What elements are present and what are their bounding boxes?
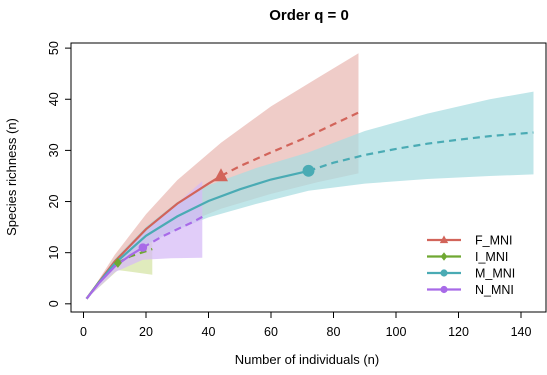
legend-item-m-mni: M_MNI: [427, 267, 515, 281]
legend-label: N_MNI: [475, 283, 514, 297]
band-m-mni: [86, 91, 534, 299]
y-tick-label: 20: [47, 195, 61, 209]
observed-point-m-mni: [302, 164, 315, 177]
legend-item-i-mni: I_MNI: [427, 250, 508, 264]
legend-marker: [440, 285, 448, 294]
x-tick-label: 80: [327, 325, 341, 339]
legend-label: I_MNI: [475, 250, 508, 264]
x-tick-label: 100: [386, 325, 407, 339]
x-axis-label: Number of individuals (n): [235, 352, 380, 367]
band-n-mni: [86, 181, 203, 299]
observed-markers: [113, 164, 315, 268]
legend-marker: [439, 235, 449, 244]
observed-point-n-mni: [138, 243, 148, 252]
extrapolated-line-f-mni: [220, 111, 359, 177]
y-axis-label: Species richness (n): [4, 118, 19, 236]
y-tick-label: 10: [47, 246, 61, 260]
legend-label: M_MNI: [475, 267, 515, 281]
legend-marker: [440, 269, 448, 277]
x-tick-label: 140: [511, 325, 532, 339]
chart-title: Order q = 0: [269, 7, 349, 24]
legend-marker: [440, 252, 448, 261]
y-tick-label: 40: [47, 92, 61, 106]
legend-label: F_MNI: [475, 234, 513, 248]
x-tick-label: 120: [448, 325, 469, 339]
observed-point-f-mni: [214, 168, 228, 182]
series-lines: [85, 111, 534, 300]
y-tick-label: 30: [47, 143, 61, 157]
y-tick-label: 50: [47, 41, 61, 55]
interpolated-line-n-mni: [85, 246, 144, 300]
extrapolated-line-n-mni: [142, 215, 203, 249]
y-tick-label: 0: [47, 300, 61, 307]
legend-item-n-mni: N_MNI: [427, 283, 514, 297]
y-ticks: 0 10 20 30 40 50: [47, 41, 71, 307]
x-tick-label: 0: [80, 325, 87, 339]
x-tick-label: 40: [202, 325, 216, 339]
observed-point-i-mni: [113, 257, 122, 268]
legend: F_MNI I_MNI M_MNI N_MNI: [427, 234, 515, 297]
x-tick-label: 60: [264, 325, 278, 339]
x-tick-label: 20: [139, 325, 153, 339]
legend-item-f-mni: F_MNI: [427, 234, 513, 248]
x-ticks: 0 20 40 60 80 100 120 140: [80, 312, 531, 339]
